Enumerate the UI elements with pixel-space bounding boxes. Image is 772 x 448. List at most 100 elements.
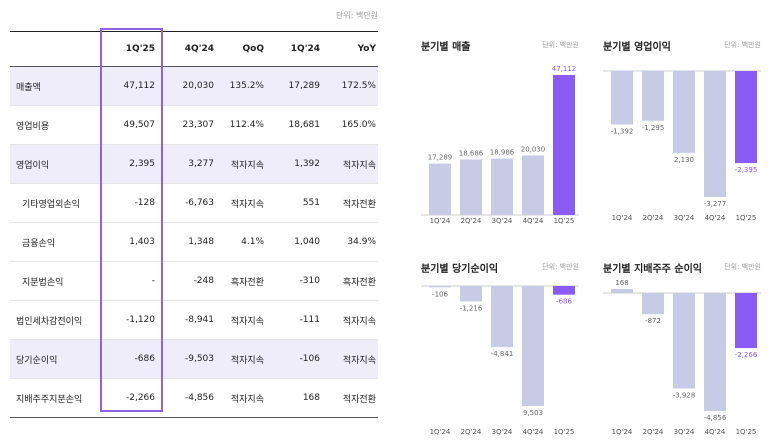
cell-1q25: 2,395 (100, 144, 165, 184)
chart-value-label: 18,686 (459, 149, 484, 157)
cell-1q25: -2,266 (100, 378, 165, 418)
chart-value-label: -1,216 (460, 304, 483, 312)
cell-4q24: -4,856 (165, 378, 218, 418)
chart-category-label: 2Q'24 (643, 428, 664, 436)
chart-category-label: 3Q'24 (674, 214, 695, 222)
table-row: 기타영업외손익 -128 -6,763 적자지속 551 적자전환 (10, 183, 378, 223)
cell-yoy: 흑자전환 (324, 261, 378, 301)
chart-value-label: -1,392 (611, 128, 634, 136)
row-label: 지분법손익 (10, 261, 100, 301)
cell-1q25: -128 (100, 183, 165, 223)
row-label: 기타영업외손익 (10, 183, 100, 223)
chart-bar (704, 71, 726, 197)
cell-4q24: -9,503 (165, 339, 218, 379)
chart-category-label: 2Q'24 (461, 217, 482, 225)
chart-value-label: -3,277 (704, 200, 727, 208)
table-row: 당기순이익 -686 -9,503 적자지속 -106 적자지속 (10, 339, 378, 379)
chart-bar (429, 163, 451, 215)
cell-yoy: 165.0% (324, 105, 378, 145)
cell-yoy: 적자지속 (324, 144, 378, 184)
cell-1q24: 1,392 (268, 144, 324, 184)
cell-1q25: - (100, 261, 165, 301)
row-label: 영업이익 (10, 144, 100, 184)
chart-category-label: 1Q'25 (736, 428, 757, 436)
chart-unit-label: 단위: 백만원 (542, 263, 579, 271)
chart-quarterly-operating-income: 분기별 영업이익 단위: 백만원 -1,392 1Q'24 -1,295 2Q'24 2… (603, 38, 761, 230)
cell-1q24: 17,289 (268, 66, 324, 106)
chart-bar (522, 286, 544, 406)
chart-category-label: 2Q'24 (643, 214, 664, 222)
cell-qoq: 135.2% (218, 66, 268, 106)
chart-bar (553, 75, 575, 215)
chart-title: 분기별 당기순이익 (421, 264, 499, 275)
table-row: 영업이익 2,395 3,277 적자지속 1,392 적자지속 (10, 144, 378, 184)
chart-category-label: 4Q'24 (523, 217, 544, 225)
table-row: 법인세차감전이익 -1,120 -8,941 적자지속 -111 적자지속 (10, 300, 378, 340)
chart-unit-label: 단위: 백만원 (542, 41, 579, 49)
chart-bar (553, 286, 575, 295)
cell-4q24: -6,763 (165, 183, 218, 223)
chart-value-label: 47,112 (552, 65, 577, 73)
financial-table: 1Q'25 4Q'24 QoQ 1Q'24 YoY 매출액 47,112 20,… (10, 31, 378, 418)
chart-category-label: 2Q'24 (461, 428, 482, 436)
chart-unit-label: 단위: 백만원 (724, 263, 761, 271)
chart-bar (673, 71, 695, 153)
chart-value-label: -2,395 (735, 166, 758, 174)
chart-quarterly-controlling-net-income: 분기별 지배주주 순이익 단위: 백만원 168 1Q'24 -872 2Q'24 -3… (603, 260, 761, 442)
cell-yoy: 적자전환 (324, 183, 378, 223)
cell-1q25: 49,507 (100, 105, 165, 145)
row-label: 매출액 (10, 66, 100, 106)
chart-plot: 17,289 1Q'24 18,686 2Q'24 18,986 3Q'24 20,030 4… (421, 65, 579, 225)
cell-yoy: 적자지속 (324, 300, 378, 340)
chart-category-label: 1Q'25 (554, 217, 575, 225)
cell-1q24: -111 (268, 300, 324, 340)
cell-4q24: -8,941 (165, 300, 218, 340)
chart-category-label: 4Q'24 (705, 214, 726, 222)
chart-category-label: 1Q'24 (430, 217, 451, 225)
cell-yoy: 적자전환 (324, 378, 378, 418)
cell-qoq: 적자지속 (218, 339, 268, 379)
chart-value-label: -2,266 (735, 351, 758, 359)
chart-bar (611, 71, 633, 125)
table-row: 지배주주지분손익 -2,266 -4,856 적자지속 168 적자전환 (10, 378, 378, 418)
chart-category-label: 1Q'24 (430, 428, 451, 436)
chart-bar (429, 286, 451, 288)
cell-qoq: 112.4% (218, 105, 268, 145)
cell-qoq: 적자지속 (218, 300, 268, 340)
cell-qoq: 적자지속 (218, 144, 268, 184)
chart-value-label: -1,295 (642, 124, 665, 132)
table-unit-label: 단위: 백만원 (336, 11, 379, 20)
chart-bar (491, 286, 513, 348)
row-label: 당기순이익 (10, 339, 100, 379)
cell-qoq: 흑자전환 (218, 261, 268, 301)
cell-1q25: 47,112 (100, 66, 165, 106)
table-row: 지분법손익 - -248 흑자전환 -310 흑자전환 (10, 261, 378, 301)
cell-4q24: -248 (165, 261, 218, 301)
header-item (10, 31, 100, 67)
chart-category-label: 3Q'24 (492, 217, 513, 225)
chart-bar (735, 71, 757, 164)
cell-1q24: -310 (268, 261, 324, 301)
chart-bar (611, 288, 633, 293)
chart-value-label: 17,289 (428, 154, 453, 162)
cell-yoy: 34.9% (324, 222, 378, 262)
cell-1q25: -686 (100, 339, 165, 379)
header-yoy: YoY (324, 31, 378, 67)
chart-value-label: 20,030 (521, 145, 546, 153)
chart-plot: -106 1Q'24 -1,216 2Q'24 -4,841 3Q'24 9,503 4Q'2… (421, 285, 579, 436)
table-header-row: 1Q'25 4Q'24 QoQ 1Q'24 YoY (10, 31, 378, 67)
header-1q25: 1Q'25 (100, 31, 165, 67)
chart-category-label: 3Q'24 (674, 428, 695, 436)
chart-value-label: -3,928 (673, 391, 696, 399)
chart-category-label: 1Q'24 (612, 428, 633, 436)
chart-category-label: 4Q'24 (705, 428, 726, 436)
chart-bar (673, 293, 695, 389)
table-row: 금융손익 1,403 1,348 4.1% 1,040 34.9% (10, 222, 378, 262)
cell-qoq: 적자지속 (218, 183, 268, 223)
cell-qoq: 4.1% (218, 222, 268, 262)
chart-bar (460, 159, 482, 215)
chart-bar (642, 71, 664, 121)
chart-title: 분기별 매출 (421, 42, 471, 53)
chart-value-label: 168 (615, 279, 628, 287)
chart-category-label: 3Q'24 (492, 428, 513, 436)
